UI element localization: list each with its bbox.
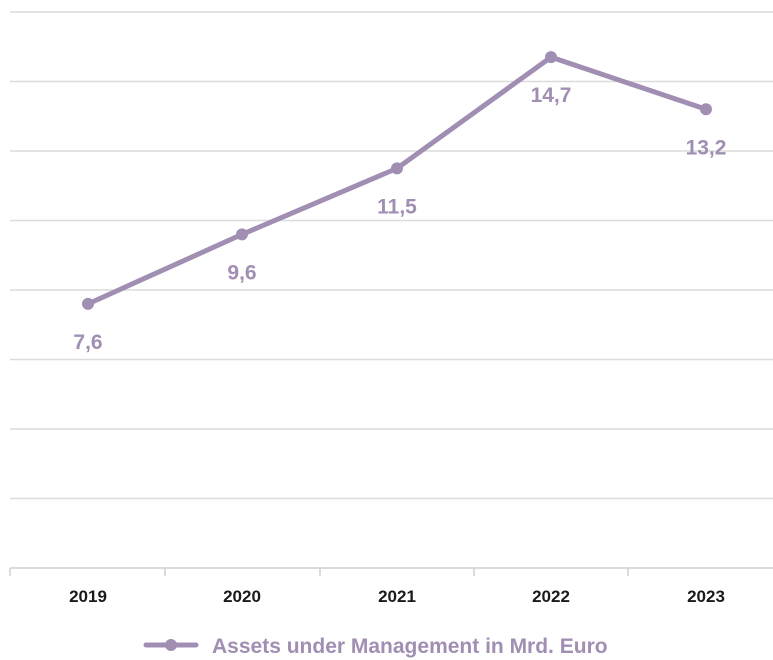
data-point-2021 bbox=[391, 162, 403, 175]
legend-label: Assets under Management in Mrd. Euro bbox=[212, 635, 608, 658]
data-point-2020 bbox=[236, 228, 248, 241]
x-tick-label-2022: 2022 bbox=[532, 587, 570, 606]
x-tick-label-2020: 2020 bbox=[223, 587, 261, 606]
x-axis-labels: 2019 2020 2021 2022 2023 bbox=[69, 587, 725, 606]
x-tick-label-2021: 2021 bbox=[378, 587, 416, 606]
data-label-2022: 14,7 bbox=[531, 84, 572, 107]
x-axis-ticks bbox=[9, 568, 629, 576]
gridlines bbox=[10, 11, 773, 500]
x-tick-label-2023: 2023 bbox=[687, 587, 725, 606]
data-point-2023 bbox=[700, 103, 712, 116]
data-points bbox=[82, 51, 712, 310]
series-line-aum bbox=[85, 54, 709, 307]
legend-dot-marker bbox=[165, 639, 177, 651]
x-tick-label-2019: 2019 bbox=[69, 587, 107, 606]
data-labels: 7,6 9,6 11,5 14,7 13,2 bbox=[73, 84, 726, 354]
data-label-2019: 7,6 bbox=[73, 331, 102, 354]
data-point-2019 bbox=[82, 297, 94, 310]
data-label-2023: 13,2 bbox=[686, 136, 727, 159]
legend: Assets under Management in Mrd. Euro bbox=[143, 635, 608, 658]
data-label-2020: 9,6 bbox=[227, 261, 256, 284]
data-label-2021: 11,5 bbox=[377, 195, 417, 218]
data-point-2022 bbox=[545, 51, 557, 64]
